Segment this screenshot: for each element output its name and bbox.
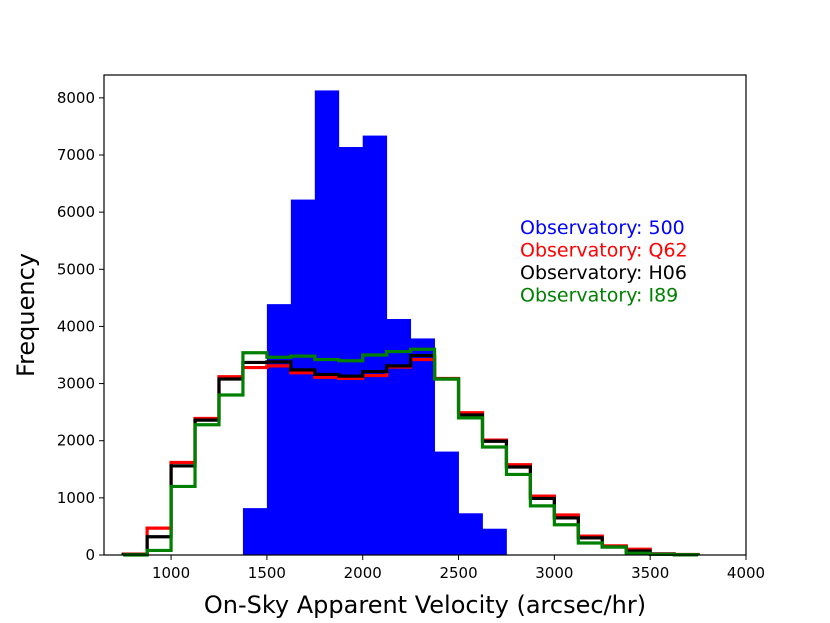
y-tick-label: 2000 [57, 432, 95, 450]
x-axis-title: On-Sky Apparent Velocity (arcsec/hr) [204, 591, 646, 619]
legend-label: Observatory: I89 [520, 285, 678, 307]
y-tick-label: 5000 [57, 260, 95, 278]
y-tick-label: 4000 [57, 317, 95, 335]
y-tick-label: 3000 [57, 375, 95, 393]
x-tick-label: 1000 [152, 564, 190, 582]
histogram-bar [482, 528, 507, 555]
y-tick-label: 1000 [57, 489, 95, 507]
x-tick-label: 2000 [344, 564, 382, 582]
legend-label: Observatory: 500 [520, 217, 685, 239]
x-tick-label: 2500 [439, 564, 477, 582]
histogram-bar [410, 338, 435, 555]
x-tick-label: 3000 [535, 564, 573, 582]
y-tick-label: 0 [85, 546, 95, 564]
axis-ticks: 1000 1500 2000 2500 3000 3500 4000 0 1000 2000 300… [57, 89, 765, 582]
step-series-line [123, 347, 700, 557]
legend-label: Observatory: H06 [520, 262, 687, 284]
x-tick-label: 4000 [727, 564, 765, 582]
y-tick-label: 7000 [57, 146, 95, 164]
histogram-bar [458, 513, 483, 555]
histogram-bar [338, 147, 364, 555]
histogram-bar [362, 135, 388, 556]
histogram-bar [266, 304, 292, 555]
histogram-bar [290, 199, 316, 556]
legend-label: Observatory: Q62 [520, 240, 688, 262]
y-axis-title: Frequency [12, 253, 40, 377]
y-tick-label: 8000 [57, 89, 95, 107]
step-histogram-layer [121, 347, 700, 557]
x-tick-label: 1500 [248, 564, 286, 582]
plot-frame [103, 74, 747, 556]
y-tick-label: 6000 [57, 203, 95, 221]
histogram-bar [242, 508, 268, 555]
x-tick-label: 3500 [631, 564, 669, 582]
histogram-bar [434, 451, 459, 555]
histogram-bar [386, 319, 412, 555]
histogram-bar [314, 90, 340, 555]
filled-histogram-layer [242, 90, 507, 556]
